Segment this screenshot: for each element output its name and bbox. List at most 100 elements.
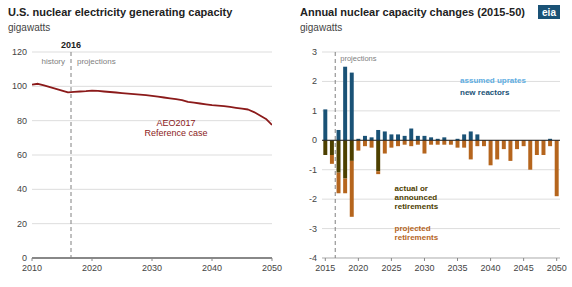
panel: Annual nuclear capacity changes (2015-50…: [300, 5, 567, 273]
logo-box: [538, 5, 560, 19]
bar: [389, 134, 393, 135]
x-tick: [391, 258, 392, 261]
bar: [337, 129, 341, 130]
bar: [403, 136, 407, 140]
bar: [429, 137, 433, 138]
bar: [422, 135, 426, 136]
bar: [436, 140, 440, 144]
series-label: new reactors: [460, 88, 510, 97]
bar: [396, 140, 400, 146]
bar: [422, 140, 426, 153]
bar: [409, 128, 413, 129]
bar: [456, 140, 460, 147]
bar: [522, 140, 526, 146]
x-tick-label: 2050: [262, 263, 282, 273]
grid-line: [322, 110, 560, 111]
x-tick: [424, 258, 425, 261]
title: Annual nuclear capacity changes (2015-50…: [300, 6, 525, 18]
bar: [508, 140, 512, 161]
x-tick-label: 2035: [448, 263, 468, 273]
bar: [541, 140, 545, 155]
bar: [363, 135, 367, 136]
y-tick-label: -3: [309, 224, 317, 234]
x-tick-label: 2040: [481, 263, 501, 273]
bar: [343, 66, 347, 67]
bar: [528, 140, 532, 169]
bar: [469, 131, 473, 132]
panel: U.S. nuclear electricity generating capa…: [8, 6, 282, 273]
bar: [535, 140, 539, 155]
projections-label: projections: [340, 54, 377, 63]
bar: [436, 138, 440, 139]
series-label-line: retirements: [395, 233, 439, 242]
x-tick: [212, 258, 213, 261]
bar: [376, 130, 380, 140]
x-tick: [325, 258, 326, 261]
history-label: history: [41, 57, 65, 66]
bar: [442, 137, 446, 138]
x-tick-label: 2010: [22, 263, 42, 273]
bar: [343, 179, 347, 194]
bar: [555, 140, 559, 196]
bar: [403, 135, 407, 136]
bar: [363, 136, 367, 140]
divider-line: [335, 52, 336, 258]
grid-line: [322, 52, 560, 53]
bar: [396, 134, 400, 135]
x-tick-label: 2040: [202, 263, 222, 273]
bar: [495, 140, 499, 159]
bar: [323, 109, 327, 110]
x-tick-label: 2020: [348, 263, 368, 273]
y-tick-label: 0: [22, 253, 27, 263]
bar: [337, 140, 341, 172]
subtitle: gigawatts: [8, 22, 50, 33]
y-tick-label: -2: [309, 194, 317, 204]
bar: [456, 138, 460, 139]
bar: [469, 131, 473, 140]
bar: [475, 134, 479, 135]
bar: [409, 129, 413, 141]
divider-label: 2016: [61, 40, 81, 50]
y-tick-label: 40: [17, 184, 27, 194]
bar: [469, 131, 473, 132]
bar: [489, 140, 493, 165]
series-label-line: AEO2017: [156, 118, 195, 128]
logo: eia: [538, 5, 560, 19]
bar: [337, 173, 341, 194]
bar: [403, 135, 407, 136]
bar: [356, 138, 360, 139]
x-tick-label: 2025: [381, 263, 401, 273]
y-tick-label: 20: [17, 219, 27, 229]
x-tick: [272, 258, 273, 261]
series-label-line: assumed uprates: [460, 76, 526, 85]
bar: [350, 161, 354, 217]
series-label: AEO2017Reference case: [144, 118, 207, 138]
chart-canvas: U.S. nuclear electricity generating capa…: [0, 0, 572, 287]
bar: [475, 134, 479, 140]
x-tick: [358, 258, 359, 261]
bar: [350, 72, 354, 73]
series-label-line: retirements: [395, 202, 439, 211]
bar: [376, 171, 380, 174]
grid-line: [32, 120, 272, 121]
grid-line: [32, 223, 272, 224]
bar: [389, 134, 393, 140]
bar: [343, 140, 347, 178]
bar: [370, 140, 374, 147]
subtitle: gigawatts: [300, 22, 342, 33]
series-label: projectedretirements: [395, 224, 439, 242]
x-tick-label: 2015: [315, 263, 335, 273]
bar: [356, 138, 360, 139]
y-tick-label: -1: [309, 165, 317, 175]
marks: [323, 52, 558, 258]
x-tick: [523, 258, 524, 261]
series-label-line: projected: [395, 224, 431, 233]
x-tick-label: 2030: [414, 263, 434, 273]
bar: [370, 137, 374, 138]
bar: [442, 137, 446, 138]
bar: [343, 67, 347, 141]
grid-line: [32, 52, 272, 53]
series-label: assumed uprates: [460, 76, 526, 85]
bar: [462, 134, 466, 140]
bar: [462, 140, 466, 147]
